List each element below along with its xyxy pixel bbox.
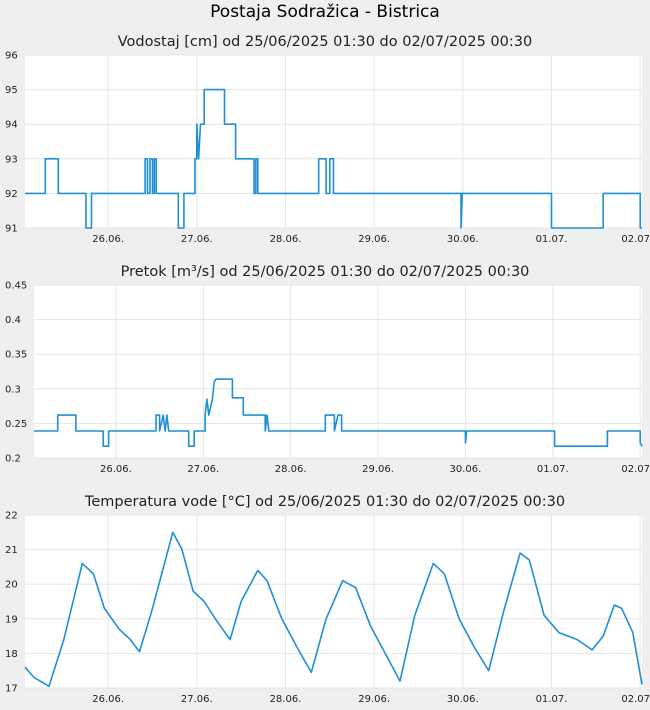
y-tick-label: 94 xyxy=(5,120,18,131)
x-tick-label: 27.06. xyxy=(181,234,213,245)
series-line-3 xyxy=(24,531,643,688)
plot-area-2 xyxy=(34,285,642,458)
x-tick-label: 29.06. xyxy=(358,694,390,705)
y-tick-label: 0.25 xyxy=(5,419,27,430)
x-tick-label: 01.07. xyxy=(536,234,568,245)
x-tick-label: 01.07. xyxy=(536,694,568,705)
x-tick-label: 28.06. xyxy=(270,234,302,245)
y-tick-label: 19 xyxy=(5,614,18,625)
plot-area-1 xyxy=(25,55,642,228)
y-tick-label: 0.3 xyxy=(5,384,21,395)
y-tick-label: 22 xyxy=(5,511,18,522)
x-tick-label: 28.06. xyxy=(270,694,302,705)
y-tick-label: 21 xyxy=(5,545,18,556)
y-tick-label: 92 xyxy=(5,189,18,200)
page-title: Postaja Sodražica - Bistrica xyxy=(210,2,440,22)
chart-title-1: Vodostaj [cm] od 25/06/2025 01:30 do 02/… xyxy=(118,34,532,50)
x-tick-label: 27.06. xyxy=(181,694,213,705)
y-tick-label: 17 xyxy=(5,684,18,695)
y-tick-label: 0.35 xyxy=(5,350,27,361)
x-tick-label: 01.07. xyxy=(537,464,569,475)
x-tick-label: 30.06. xyxy=(450,464,482,475)
chart-title-3: Temperatura vode [°C] od 25/06/2025 01:3… xyxy=(84,494,565,510)
x-tick-label: 27.06. xyxy=(187,464,219,475)
x-tick-label: 29.06. xyxy=(358,234,390,245)
y-tick-label: 0.2 xyxy=(5,454,21,465)
chart-title-2: Pretok [m³/s] od 25/06/2025 01:30 do 02/… xyxy=(121,264,530,280)
x-tick-label: 28.06. xyxy=(275,464,307,475)
y-tick-label: 95 xyxy=(5,85,18,96)
x-tick-label: 26.06. xyxy=(92,694,124,705)
y-tick-label: 91 xyxy=(5,224,18,235)
y-tick-label: 0.4 xyxy=(5,315,21,326)
y-tick-label: 96 xyxy=(5,51,18,62)
x-tick-label: 26.06. xyxy=(100,464,132,475)
x-tick-label: 02.07 xyxy=(621,464,650,475)
y-tick-label: 93 xyxy=(5,154,18,165)
x-tick-label: 26.06. xyxy=(92,234,124,245)
y-tick-label: 20 xyxy=(5,580,18,591)
y-tick-label: 18 xyxy=(5,649,18,660)
series-line-1 xyxy=(25,88,642,229)
x-tick-label: 02.07 xyxy=(621,694,650,705)
series-line-2 xyxy=(34,378,643,448)
x-tick-label: 29.06. xyxy=(362,464,394,475)
x-tick-label: 02.07 xyxy=(621,234,650,245)
x-tick-label: 30.06. xyxy=(447,234,479,245)
y-tick-label: 0.45 xyxy=(5,281,27,292)
x-tick-label: 30.06. xyxy=(447,694,479,705)
